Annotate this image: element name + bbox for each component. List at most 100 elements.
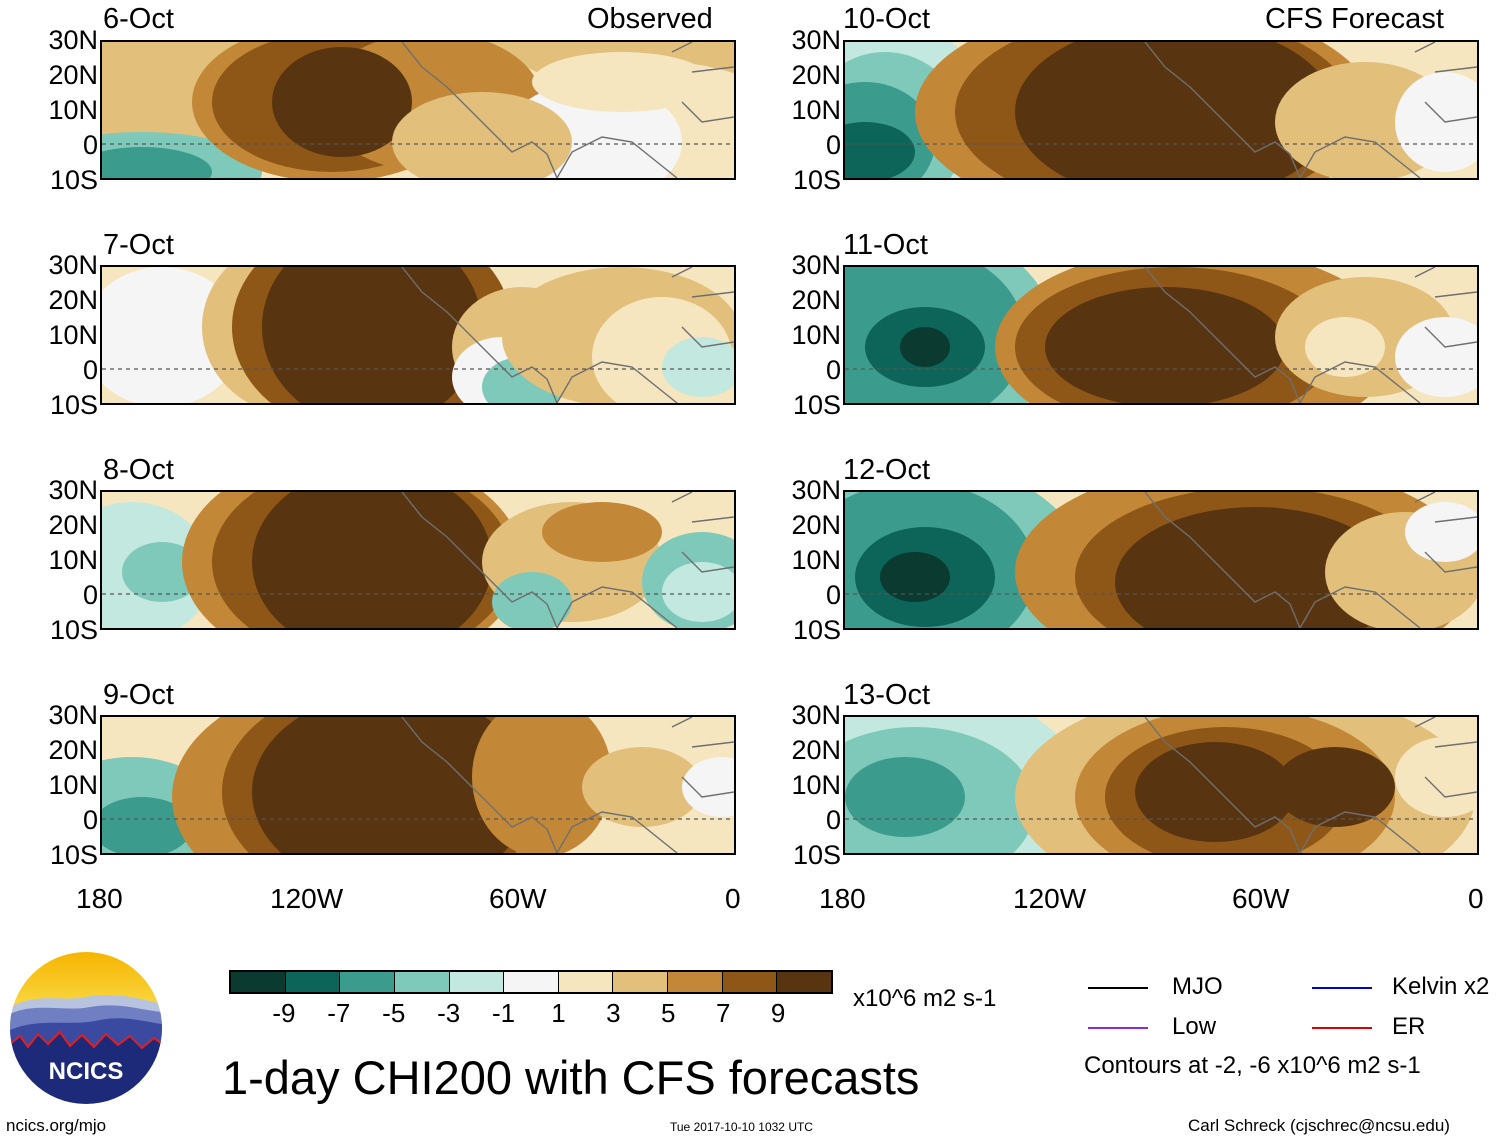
footer-author: Carl Schreck (cjschrec@ncsu.edu) [1188, 1116, 1450, 1135]
chi200-field-region [1305, 317, 1385, 377]
lat-label: 0 [82, 130, 98, 160]
chi200-field-region [122, 542, 202, 602]
chart-title: 1-day CHI200 with CFS forecasts [222, 1051, 920, 1104]
colorbar-swatch [449, 972, 505, 992]
colorbar-swatch [285, 972, 341, 992]
chi200-field-region [532, 52, 712, 112]
legend-kelvin-line [1312, 987, 1372, 989]
colorbar-swatch [504, 972, 559, 992]
lat-label: 10S [792, 840, 841, 870]
chi200-field-region [845, 122, 915, 178]
chi200-field-region [542, 502, 662, 562]
lon-label-0-left: 0 [725, 883, 741, 914]
lat-label: 0 [825, 580, 841, 610]
legend-mjo-label: MJO [1172, 973, 1223, 1000]
map-panel-10-oct [843, 40, 1479, 180]
lat-label: 0 [82, 355, 98, 385]
chi200-field-region [262, 267, 482, 403]
coastline [1144, 42, 1477, 178]
chi200-field-region [1395, 72, 1477, 172]
chi200-field-region [252, 492, 492, 628]
chi200-field-region [1405, 502, 1477, 562]
lat-label: 20N [791, 735, 841, 765]
lat-label: 30N [791, 250, 841, 280]
lat-label: 0 [825, 805, 841, 835]
lat-label: 20N [48, 60, 98, 90]
colorbar-swatch [613, 972, 669, 992]
map-panel-12-oct [843, 490, 1479, 630]
lon-label-180-left: 180 [76, 883, 123, 914]
lat-label: 10N [48, 545, 98, 575]
chi200-field-region [272, 47, 412, 157]
lat-label: 10S [792, 165, 841, 195]
forecast-title: CFS Forecast [1265, 3, 1444, 35]
lat-label: 10S [49, 615, 98, 645]
lat-label: 10N [48, 320, 98, 350]
lat-label: 10S [49, 165, 98, 195]
chi200-field-region [582, 747, 702, 827]
lat-label: 20N [791, 510, 841, 540]
lat-label: 20N [791, 285, 841, 315]
chi200-field-region [1135, 742, 1295, 842]
colorbar-swatch [340, 972, 395, 992]
colorbar-swatch [668, 972, 723, 992]
lat-label: 0 [825, 355, 841, 385]
colorbar-tick-label: 9 [770, 998, 786, 1028]
coastline [401, 42, 734, 178]
lat-label: 10N [791, 95, 841, 125]
map-panel-7-oct [100, 265, 736, 405]
coastline [401, 717, 734, 853]
colorbar-tick-label: -3 [437, 998, 461, 1028]
lon-label-120w-left: 120W [270, 883, 344, 914]
colorbar-units: x10^6 m2 s-1 [853, 985, 997, 1012]
chi200-field-region [392, 92, 572, 178]
lat-label: 30N [48, 250, 98, 280]
colorbar-tick-label: 3 [606, 998, 621, 1028]
lon-label-120w-right: 120W [1013, 883, 1087, 914]
map-panel-8-oct [100, 490, 736, 630]
colorbar-tick-label: 7 [715, 998, 731, 1028]
panel-date-9-oct: 9-Oct [103, 679, 174, 711]
colorbar-tick-label: -9 [272, 998, 296, 1028]
coastline [401, 267, 734, 403]
panel-date-10-oct: 10-Oct [843, 3, 931, 35]
colorbar-swatch [722, 972, 778, 992]
lat-label: 10S [792, 390, 841, 420]
chi200-field-region [662, 562, 734, 622]
chi200-field-region [252, 717, 532, 853]
lat-label: 0 [82, 805, 98, 835]
colorbar-tick-label: -7 [327, 998, 351, 1028]
chi200-field-region [682, 757, 734, 817]
chi200-field-region [492, 572, 572, 628]
legend-mjo-line [1088, 987, 1148, 989]
coastline [401, 492, 734, 628]
lat-label: 30N [48, 475, 98, 505]
chi200-field-region [1275, 747, 1395, 827]
coastline [1144, 492, 1477, 628]
lat-label: 20N [48, 510, 98, 540]
lat-label: 20N [48, 735, 98, 765]
lat-label: 30N [48, 700, 98, 730]
legend-low-label: Low [1172, 1013, 1217, 1040]
lat-label: 30N [791, 25, 841, 55]
colorbar-tick-label: 1 [551, 998, 566, 1028]
colorbar-swatch [777, 972, 832, 992]
lat-label: 20N [791, 60, 841, 90]
lat-label: 10S [49, 390, 98, 420]
panel-date-8-oct: 8-Oct [103, 454, 174, 486]
lon-label-180-right: 180 [819, 883, 866, 914]
chi200-field-region [880, 552, 950, 602]
lon-label-0-right: 0 [1468, 883, 1484, 914]
legend-er-line [1312, 1027, 1372, 1029]
legend-low-line [1088, 1027, 1148, 1029]
map-panel-11-oct [843, 265, 1479, 405]
lat-label: 10S [792, 615, 841, 645]
lat-label: 10N [791, 545, 841, 575]
lon-label-60w-right: 60W [1232, 883, 1290, 914]
panel-date-13-oct: 13-Oct [843, 679, 931, 711]
lat-label: 30N [791, 700, 841, 730]
lat-label: 0 [82, 580, 98, 610]
colorbar-swatch [231, 972, 286, 992]
coastline [1144, 267, 1477, 403]
colorbar-tick-label: 5 [661, 998, 676, 1028]
